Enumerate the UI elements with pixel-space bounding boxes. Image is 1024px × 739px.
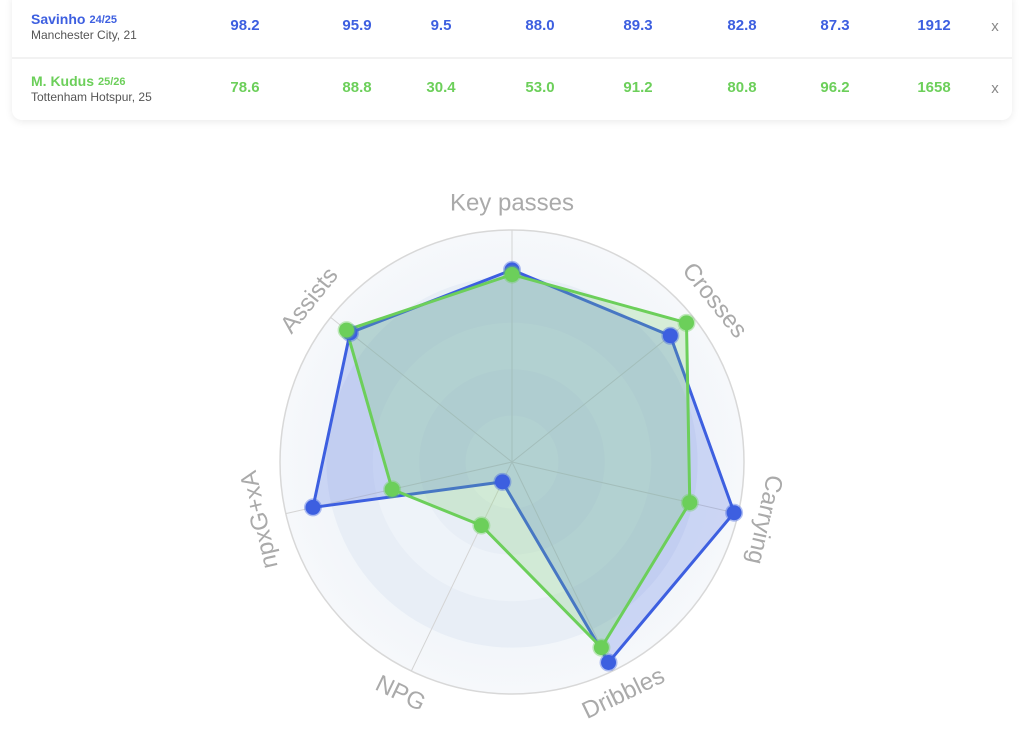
stat-value: 96.2 xyxy=(820,79,849,96)
stat-value: 98.2 xyxy=(230,17,259,34)
radar-point xyxy=(493,472,512,491)
remove-button[interactable]: x xyxy=(991,18,999,35)
stat-value: 1658 xyxy=(917,79,950,96)
radar-area xyxy=(345,273,692,650)
season: 25/26 xyxy=(98,76,126,88)
stat-value: 95.9 xyxy=(342,17,371,34)
player-name: M. Kudus 25/26 xyxy=(31,73,126,89)
radar-spoke xyxy=(511,461,614,672)
season: 24/25 xyxy=(89,14,117,26)
stat-value: 53.0 xyxy=(525,79,554,96)
radar-point xyxy=(680,493,699,512)
stat-value: 9.5 xyxy=(431,17,452,34)
radar-point xyxy=(592,638,611,657)
axis-label: Key passes xyxy=(450,189,574,216)
radar-point xyxy=(503,265,521,284)
radar-spoke xyxy=(410,461,513,672)
comparison-card xyxy=(12,0,1012,120)
radar-spoke xyxy=(511,316,694,463)
stat-value: 91.2 xyxy=(623,79,652,96)
stat-value: 80.8 xyxy=(727,79,756,96)
stat-value: 89.3 xyxy=(623,17,652,34)
stat-value: 87.3 xyxy=(820,17,849,34)
radar-spoke xyxy=(511,461,739,515)
stat-value: 82.8 xyxy=(727,17,756,34)
player-name: Savinho 24/25 xyxy=(31,11,117,27)
radar-spoke xyxy=(330,316,513,463)
stat-value: 78.6 xyxy=(230,79,259,96)
axis-label: NPG xyxy=(371,670,430,717)
radar-point xyxy=(677,313,696,332)
radar-point xyxy=(472,516,491,535)
radar-point xyxy=(337,321,356,340)
remove-button[interactable]: x xyxy=(991,80,999,97)
radar-point xyxy=(599,653,618,672)
axis-label: Carrying xyxy=(741,472,788,566)
player-name-text: M. Kudus xyxy=(31,73,94,89)
stat-value: 88.0 xyxy=(525,17,554,34)
stat-value: 88.8 xyxy=(342,79,371,96)
radar-area xyxy=(311,268,736,664)
stat-value: 30.4 xyxy=(426,79,456,96)
radar-point xyxy=(661,326,680,345)
radar-point xyxy=(383,480,402,499)
axis-label: npxG+xA xyxy=(235,468,283,571)
radar-point xyxy=(303,498,322,517)
club: Manchester City, 21 xyxy=(31,28,137,42)
player-name-text: Savinho xyxy=(31,11,85,27)
stat-value: 1912 xyxy=(917,17,950,34)
club: Tottenham Hotspur, 25 xyxy=(31,90,152,104)
radar-point xyxy=(725,503,744,522)
